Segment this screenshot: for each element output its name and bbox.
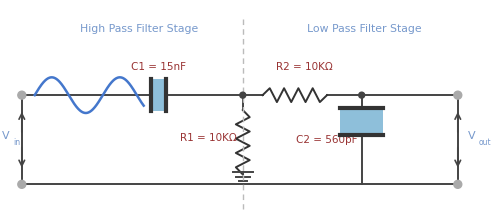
Circle shape xyxy=(454,180,462,188)
Text: V: V xyxy=(2,131,10,141)
Text: C1 = 15nF: C1 = 15nF xyxy=(131,62,186,72)
Text: R2 = 10KΩ: R2 = 10KΩ xyxy=(276,62,333,72)
Circle shape xyxy=(454,91,462,99)
Circle shape xyxy=(240,92,246,98)
Text: Low Pass Filter Stage: Low Pass Filter Stage xyxy=(308,24,422,34)
Text: High Pass Filter Stage: High Pass Filter Stage xyxy=(80,24,198,34)
Text: C2 = 560pF: C2 = 560pF xyxy=(296,135,358,145)
Text: V: V xyxy=(468,131,475,141)
Bar xyxy=(151,79,166,111)
Text: in: in xyxy=(13,138,20,147)
Text: R1 = 10KΩ: R1 = 10KΩ xyxy=(180,133,237,143)
Text: out: out xyxy=(479,138,491,147)
Bar xyxy=(340,108,383,135)
Circle shape xyxy=(18,91,26,99)
Circle shape xyxy=(18,180,26,188)
Circle shape xyxy=(359,92,365,98)
